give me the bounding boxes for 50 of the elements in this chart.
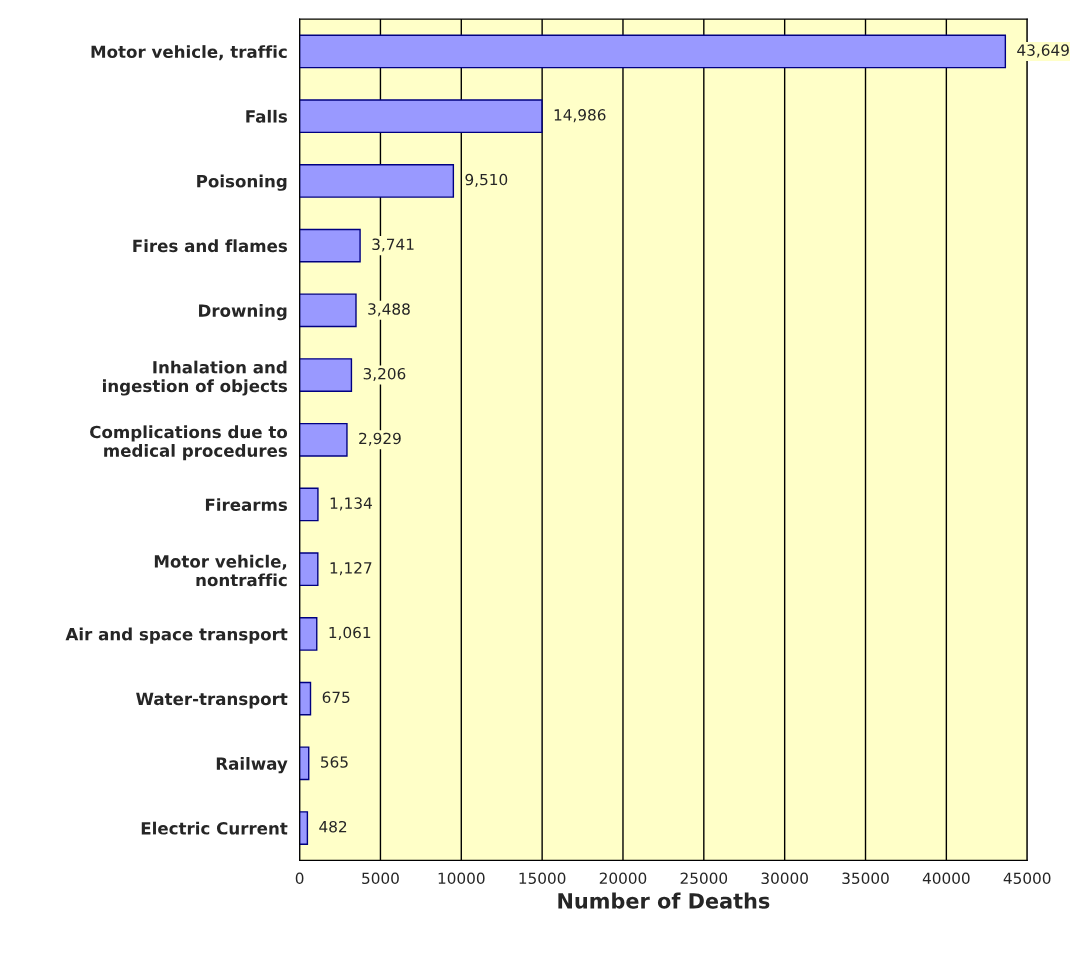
y-tick-label: Air and space transport [65,627,288,644]
y-tick-label: Inhalation and ingestion of objects [103,360,288,396]
data-label: 14,986 [554,109,606,123]
bar [299,811,309,845]
bar [299,293,357,328]
x-tick-label: 5000 [362,872,399,885]
y-tick-label: Firearms [205,498,287,512]
bar [299,422,348,457]
data-label: 1,127 [330,562,372,576]
bar [299,358,353,392]
data-label: 3,488 [368,303,410,317]
data-label: 43,649 [1017,44,1069,58]
y-tick-label: Water-transport [136,692,288,709]
y-tick-label: Fires and flames [133,239,287,253]
data-label: 565 [321,756,348,768]
data-label: 2,929 [359,432,401,446]
data-label: 9,510 [465,173,508,187]
bar [299,34,1007,69]
bar [299,617,318,651]
x-tick-label: 30000 [761,872,808,885]
y-tick-label: Poisoning [197,174,287,191]
x-tick-label: 20000 [599,872,647,885]
x-tick-label: 35000 [842,872,889,885]
x-tick-label: 40000 [922,872,970,885]
x-tick-label: 0 [295,872,304,885]
y-tick-label: Motor vehicle, nontraffic [154,554,287,587]
bar [299,228,361,263]
bar [299,99,543,134]
bar [299,552,319,587]
y-tick-label: Complications due to medical procedures [90,425,288,461]
x-tick-label: 10000 [438,872,485,885]
bar [299,746,310,781]
x-tick-label: 25000 [680,872,728,885]
x-tick-label: 45000 [1003,872,1051,885]
data-label: 675 [322,691,350,704]
data-label: 1,134 [330,497,372,511]
bar [299,487,319,522]
data-label: 3,206 [363,367,406,382]
y-tick-label: Electric Current [141,821,288,835]
y-tick-label: Falls [246,109,287,123]
x-tick-label: 15000 [519,872,566,885]
bar [299,681,312,716]
bar [299,164,455,198]
y-tick-label: Railway [216,757,288,774]
y-tick-label: Drowning [199,304,287,321]
data-label: 482 [319,820,347,833]
data-label: 1,061 [329,626,371,640]
y-tick-label: Motor vehicle, traffic [91,45,287,61]
data-label: 3,741 [372,238,414,252]
x-axis-title: Number of Deaths [558,892,770,909]
